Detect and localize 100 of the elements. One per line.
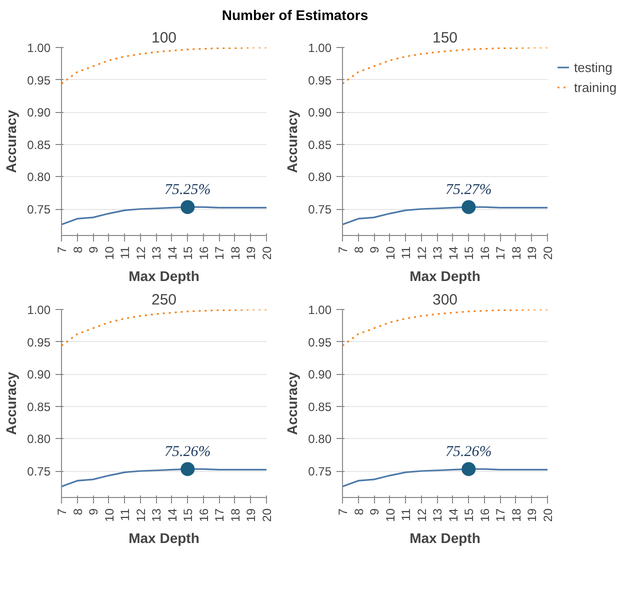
x-tick-label: 8: [70, 508, 85, 516]
x-tick-label: 16: [196, 508, 211, 522]
x-tick-label: 7: [336, 508, 350, 516]
x-tick-label: 7: [55, 246, 69, 254]
x-axis-title: Max Depth: [410, 530, 480, 546]
y-axis-title: Accuracy: [3, 110, 20, 174]
x-tick-label: 20: [260, 246, 274, 260]
x-tick-label: 13: [430, 508, 445, 522]
x-tick-label: 16: [478, 246, 492, 260]
x-tick-label: 11: [118, 508, 132, 521]
x-tick-label: 18: [228, 508, 242, 522]
x-tick-label: 9: [86, 508, 101, 516]
x-tick-label: 12: [414, 246, 429, 260]
x-tick-label: 10: [102, 246, 116, 260]
x-tick-label: 12: [134, 508, 148, 522]
x-tick-label: 13: [430, 246, 445, 260]
x-tick-label: 14: [446, 246, 460, 260]
y-tick-label: 0.80: [27, 432, 51, 446]
y-tick-label: 0.80: [308, 170, 332, 184]
x-tick-label: 20: [260, 508, 274, 522]
x-tick-label: 14: [446, 508, 460, 522]
x-tick-label: 11: [399, 508, 414, 521]
x-tick-label: 13: [150, 508, 164, 522]
y-tick-label: 0.95: [27, 335, 51, 350]
y-tick-label: 0.85: [27, 400, 51, 414]
x-tick-label: 20: [541, 508, 555, 522]
x-tick-label: 17: [212, 246, 227, 260]
y-axis-title: Accuracy: [284, 110, 300, 174]
x-tick-label: 15: [181, 508, 196, 522]
y-tick-label: 0.75: [308, 202, 332, 217]
chart-title: 300: [432, 292, 458, 308]
x-tick-label: 13: [150, 246, 164, 260]
x-axis-title: Max Depth: [410, 268, 480, 284]
y-tick-label: 1.00: [27, 41, 51, 55]
x-tick-label: 9: [86, 246, 101, 254]
y-tick-label: 0.95: [308, 335, 332, 350]
line-series: [62, 48, 266, 84]
y-tick-label: 0.80: [27, 170, 51, 184]
x-tick-label: 18: [509, 246, 524, 260]
x-tick-label: 17: [212, 508, 227, 522]
line-series: [342, 48, 548, 84]
y-tick-label: 1.00: [308, 41, 332, 55]
x-tick-label: 12: [414, 508, 429, 522]
y-tick-label: 0.85: [27, 138, 51, 152]
x-tick-label: 7: [55, 508, 69, 516]
x-tick-label: 19: [525, 246, 540, 260]
y-tick-label: 0.90: [308, 368, 332, 382]
y-axis-title: Accuracy: [284, 372, 300, 436]
annotation: 75.25%: [164, 182, 211, 198]
y-tick-label: 0.90: [308, 106, 332, 120]
x-tick-label: 8: [352, 246, 366, 254]
x-tick-label: 15: [462, 246, 476, 260]
chart-title: 150: [432, 30, 458, 46]
chart-title: 100: [151, 30, 177, 46]
x-tick-label: 16: [196, 246, 211, 260]
x-tick-label: 8: [352, 508, 366, 516]
y-tick-label: 0.85: [308, 400, 332, 414]
x-tick-label: 14: [165, 508, 180, 522]
legend-label: training: [574, 80, 617, 94]
line-series: [342, 310, 548, 346]
y-tick-label: 0.85: [308, 138, 332, 152]
x-tick-label: 19: [525, 508, 540, 522]
text: Number of Estimators: [222, 6, 368, 25]
y-tick-label: 0.95: [308, 73, 332, 88]
annotation: 75.27%: [446, 182, 492, 198]
y-axis-title: Accuracy: [3, 372, 20, 436]
x-tick-label: 19: [244, 508, 258, 522]
x-tick-label: 15: [181, 246, 196, 260]
x-tick-label: 8: [70, 246, 85, 254]
y-tick-label: 0.75: [308, 464, 332, 479]
annotation: 75.26%: [164, 444, 211, 460]
x-axis-title: Max Depth: [128, 268, 200, 284]
y-tick-label: 0.75: [27, 202, 51, 217]
x-axis-title: Max Depth: [128, 530, 200, 546]
y-tick-label: 0.80: [308, 432, 332, 446]
y-tick-label: 1.00: [308, 303, 332, 317]
annotation: 75.26%: [446, 444, 492, 460]
x-tick-label: 9: [368, 508, 382, 516]
chart-title: 250: [151, 292, 177, 308]
y-tick-label: 0.95: [27, 73, 51, 88]
x-tick-label: 19: [244, 246, 258, 260]
y-tick-label: 0.90: [27, 368, 51, 382]
legend-label: testing: [574, 60, 612, 74]
x-tick-label: 12: [134, 246, 148, 260]
x-tick-label: 15: [462, 508, 476, 522]
x-tick-label: 16: [478, 508, 492, 522]
x-tick-label: 11: [118, 246, 132, 259]
x-tick-label: 18: [228, 246, 242, 260]
x-tick-label: 9: [368, 246, 382, 254]
x-tick-label: 17: [494, 508, 508, 522]
x-tick-label: 7: [336, 246, 350, 254]
line-series: [62, 310, 266, 346]
x-tick-label: 14: [165, 246, 180, 260]
x-tick-label: 11: [399, 246, 414, 259]
x-tick-label: 17: [494, 246, 508, 260]
y-tick-label: 0.90: [27, 106, 51, 120]
x-tick-label: 10: [383, 508, 398, 522]
y-tick-label: 1.00: [27, 303, 51, 317]
y-tick-label: 0.75: [27, 464, 51, 479]
x-tick-label: 10: [383, 246, 398, 260]
